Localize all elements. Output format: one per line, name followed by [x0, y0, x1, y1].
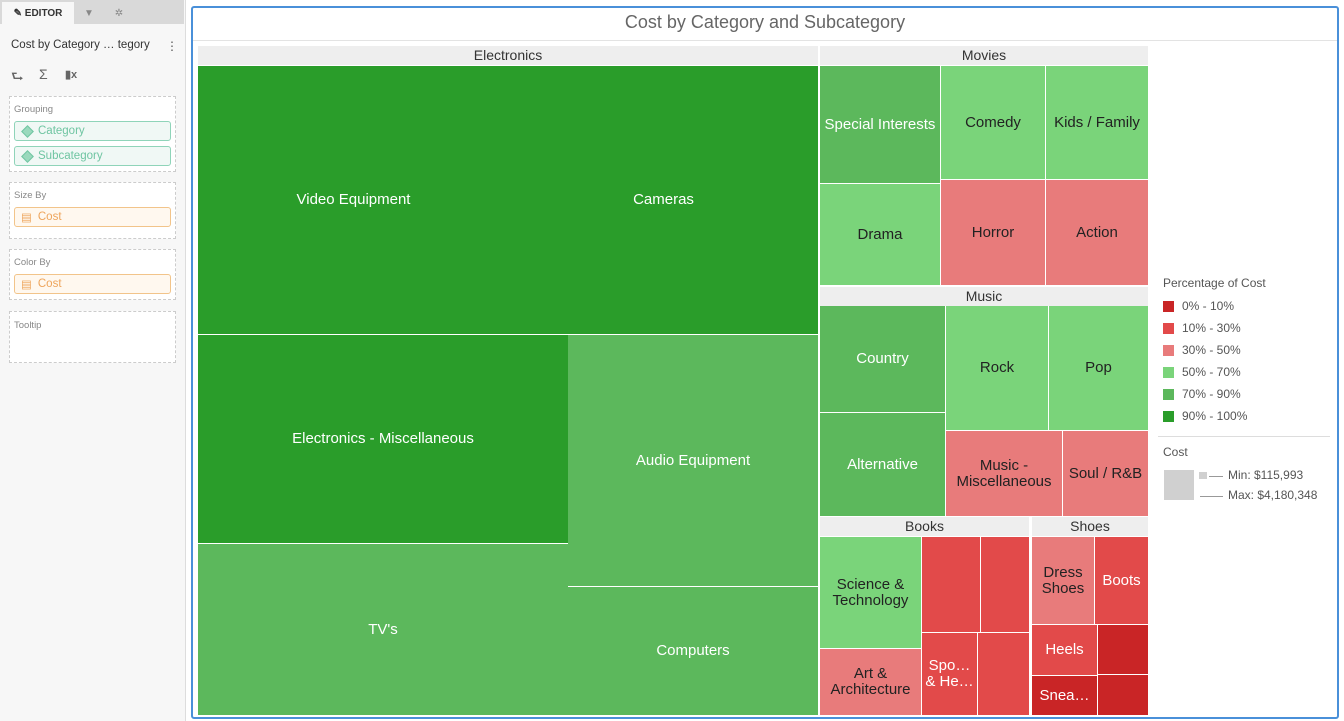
treemap-cell[interactable]: Heels	[1032, 625, 1097, 675]
legend-item[interactable]: 70% - 90%	[1163, 387, 1241, 401]
filter-icon: ▼	[84, 7, 94, 19]
color-by-label: Color By	[14, 257, 51, 268]
pencil-icon: ✎	[13, 7, 25, 19]
treemap-cell[interactable]: Kids / Family	[1046, 66, 1148, 179]
treemap-cell[interactable]: Country	[820, 306, 945, 412]
legend-label: 10% - 30%	[1182, 321, 1241, 335]
treemap-cell[interactable]	[1098, 675, 1148, 715]
treemap-cell[interactable]: Computers	[568, 587, 818, 715]
treemap-cell[interactable]: Dress Shoes	[1032, 537, 1094, 624]
group-header-shoes[interactable]: Shoes	[1032, 517, 1148, 536]
treemap-cell[interactable]: Special Interests	[820, 66, 940, 183]
legend-swatch	[1163, 300, 1174, 312]
legend-item[interactable]: 0% - 10%	[1163, 299, 1234, 313]
legend-swatch	[1163, 344, 1174, 356]
legend-swatch	[1163, 388, 1174, 400]
min-leader	[1209, 476, 1223, 477]
tab-settings[interactable]: ✲	[104, 2, 134, 24]
treemap-cell[interactable]: Audio Equipment	[568, 335, 818, 586]
treemap-cell[interactable]: Pop	[1049, 306, 1148, 430]
editor-panel: ✎ EDITOR ▼ ✲ Cost by Category … tegory ⋮…	[0, 0, 186, 721]
tab-editor-label: EDITOR	[24, 7, 63, 19]
legend-item[interactable]: 50% - 70%	[1163, 365, 1241, 379]
legend-color-title: Percentage of Cost	[1163, 276, 1266, 290]
size-min-swatch	[1199, 472, 1207, 479]
widget-title[interactable]: Cost by Category … tegory	[11, 39, 150, 51]
group-header-books[interactable]: Books	[820, 517, 1029, 536]
tooltip-well[interactable]: Tooltip	[9, 311, 176, 363]
dimension-icon	[21, 149, 34, 163]
legend-item[interactable]: 10% - 30%	[1163, 321, 1241, 335]
treemap-cell[interactable]: Science & Technology	[820, 537, 921, 648]
tooltip-label: Tooltip	[14, 320, 42, 331]
grouping-label: Grouping	[14, 104, 54, 115]
size-by-pill-cost[interactable]: ▤ Cost	[14, 207, 171, 227]
legend-max: Max: $4,180,348	[1228, 488, 1318, 502]
group-header-movies[interactable]: Movies	[820, 46, 1148, 65]
size-by-label: Size By	[14, 190, 47, 201]
swap-axes-icon[interactable]: ⮑	[11, 68, 24, 84]
max-leader	[1200, 496, 1223, 497]
treemap-cell[interactable]	[981, 537, 1029, 632]
legend-label: 0% - 10%	[1182, 299, 1235, 313]
legend-label: 70% - 90%	[1182, 387, 1241, 401]
measure-icon: ▤	[21, 212, 32, 224]
pill-label: Cost	[37, 211, 62, 223]
color-by-pill-cost[interactable]: ▤ Cost	[14, 274, 171, 294]
treemap-cell[interactable]: TV's	[198, 544, 568, 715]
pill-label: Subcategory	[38, 150, 103, 162]
legend-label: 30% - 50%	[1182, 343, 1241, 357]
legend-item[interactable]: 90% - 100%	[1163, 409, 1247, 423]
group-header-electronics[interactable]: Electronics	[198, 46, 818, 65]
treemap-cell[interactable]: Rock	[946, 306, 1048, 430]
color-by-well[interactable]: Color By ▤ Cost	[9, 249, 176, 300]
legend-swatch	[1163, 322, 1174, 334]
treemap-cell[interactable]: Horror	[941, 180, 1045, 285]
treemap-cell[interactable]: Music - Miscellaneous	[946, 431, 1062, 516]
grouping-well[interactable]: Grouping Category Subcategory	[9, 96, 176, 172]
treemap-cell[interactable]	[1098, 625, 1148, 674]
clear-chart-icon[interactable]: ▮x	[65, 69, 78, 81]
treemap-cell[interactable]: Boots	[1095, 537, 1148, 624]
legend-item[interactable]: 30% - 50%	[1163, 343, 1241, 357]
gear-icon: ✲	[114, 7, 124, 19]
treemap-cell[interactable]: Snea…	[1032, 676, 1097, 715]
treemap-cell[interactable]	[922, 537, 980, 632]
tab-editor[interactable]: ✎ EDITOR	[2, 2, 74, 24]
pill-label: Cost	[37, 278, 62, 290]
size-by-well[interactable]: Size By ▤ Cost	[9, 182, 176, 239]
treemap-cell[interactable]: Cameras	[509, 66, 818, 334]
legend-size-title: Cost	[1163, 445, 1188, 459]
measure-icon: ▤	[21, 279, 32, 291]
more-menu-icon[interactable]: ⋮	[166, 39, 178, 53]
treemap-cell[interactable]: Electronics - Miscellaneous	[198, 335, 568, 543]
sigma-icon[interactable]: Σ	[39, 66, 48, 82]
legend-divider	[1158, 436, 1330, 437]
grouping-pill-category[interactable]: Category	[14, 121, 171, 141]
treemap-cell[interactable]: Comedy	[941, 66, 1045, 179]
grouping-pill-subcategory[interactable]: Subcategory	[14, 146, 171, 166]
legend-label: 50% - 70%	[1182, 365, 1241, 379]
legend-label: 90% - 100%	[1182, 409, 1248, 423]
tab-filter[interactable]: ▼	[75, 2, 103, 24]
legend-swatch	[1163, 410, 1174, 422]
legend-min: Min: $115,993	[1228, 468, 1304, 482]
treemap-cell[interactable]	[978, 633, 1029, 715]
treemap-cell[interactable]: Alternative	[820, 413, 945, 516]
treemap-cell[interactable]: Action	[1046, 180, 1148, 285]
treemap-cell[interactable]: Art & Architecture	[820, 649, 921, 715]
pill-label: Category	[38, 125, 85, 137]
treemap-cell[interactable]: Video Equipment	[198, 66, 509, 334]
legend-swatch	[1163, 366, 1174, 378]
treemap-cell[interactable]: Soul / R&B	[1063, 431, 1148, 516]
divider	[193, 40, 1337, 41]
group-header-music[interactable]: Music	[820, 287, 1148, 306]
size-max-swatch	[1164, 470, 1194, 500]
treemap-cell[interactable]: Spo… & He…	[922, 633, 977, 715]
dimension-icon	[21, 124, 34, 138]
chart-title: Cost by Category and Subcategory	[624, 12, 906, 32]
treemap-cell[interactable]: Drama	[820, 184, 940, 285]
chart-widget	[191, 6, 1339, 719]
